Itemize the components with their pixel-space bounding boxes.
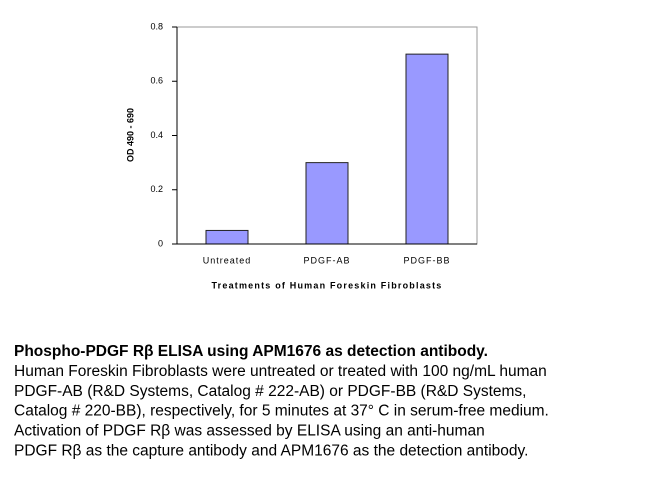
y-tick-label: 0 (158, 238, 163, 248)
y-tick-label: 0.4 (150, 130, 163, 140)
caption-line: PDGF-AB (R&D Systems, Catalog # 222-AB) … (14, 383, 526, 400)
caption-line: PDGF Rβ as the capture antibody and APM1… (14, 442, 528, 459)
y-axis-label: OD 490 - 690 (125, 108, 135, 162)
y-tick-label: 0.6 (150, 76, 163, 86)
caption-line: Catalog # 220-BB), respectively, for 5 m… (14, 403, 549, 420)
x-tick-label: Untreated (203, 255, 252, 265)
caption-title: Phospho-PDGF Rβ ELISA using APM1676 as d… (14, 343, 488, 360)
bar (305, 162, 349, 245)
caption-line: Activation of PDGF Rβ was assessed by EL… (14, 422, 485, 439)
x-axis-label: Treatments of Human Foreskin Fibroblasts (211, 280, 442, 290)
y-tick-label: 0.2 (150, 184, 163, 194)
x-tick-label: PDGF-AB (303, 255, 350, 265)
caption-line: Human Foreskin Fibroblasts were untreate… (14, 363, 547, 380)
x-tick-label: PDGF-BB (403, 255, 450, 265)
y-tick-label: 0.8 (150, 21, 163, 31)
bar (205, 229, 249, 245)
bar (405, 53, 449, 245)
